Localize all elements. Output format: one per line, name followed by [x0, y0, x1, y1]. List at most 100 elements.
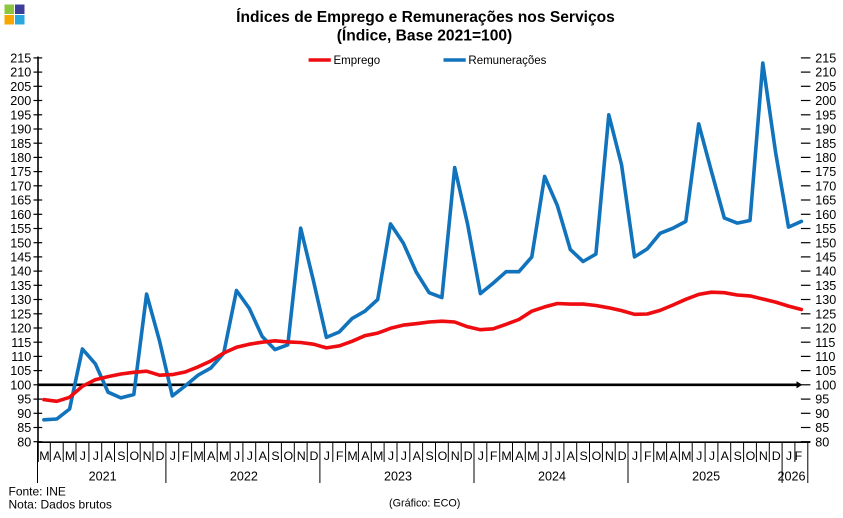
svg-text:100: 100	[10, 378, 31, 392]
svg-text:O: O	[129, 449, 139, 463]
svg-text:140: 140	[10, 265, 31, 279]
svg-text:M: M	[39, 449, 49, 463]
svg-text:Fonte: INE: Fonte: INE	[9, 485, 66, 499]
svg-text:N: N	[605, 449, 614, 463]
svg-text:145: 145	[815, 251, 836, 265]
svg-text:130: 130	[10, 293, 31, 307]
svg-text:O: O	[283, 449, 293, 463]
svg-text:165: 165	[815, 194, 836, 208]
svg-text:115: 115	[815, 336, 835, 350]
svg-text:2025: 2025	[692, 469, 720, 483]
svg-text:O: O	[746, 449, 756, 463]
svg-text:D: D	[310, 449, 319, 463]
svg-text:J: J	[786, 449, 792, 463]
svg-text:85: 85	[815, 421, 829, 435]
svg-text:2026: 2026	[777, 469, 805, 483]
svg-text:90: 90	[815, 407, 829, 421]
svg-text:N: N	[451, 449, 460, 463]
svg-text:85: 85	[17, 421, 31, 435]
svg-text:A: A	[104, 449, 113, 463]
svg-text:J: J	[632, 449, 638, 463]
svg-text:M: M	[193, 449, 203, 463]
svg-text:J: J	[234, 449, 240, 463]
svg-text:175: 175	[815, 165, 836, 179]
svg-text:Emprego: Emprego	[334, 55, 381, 67]
svg-text:120: 120	[10, 322, 31, 336]
svg-text:125: 125	[10, 307, 31, 321]
svg-text:N: N	[759, 449, 768, 463]
svg-text:105: 105	[10, 364, 31, 378]
svg-text:J: J	[80, 449, 86, 463]
svg-text:D: D	[156, 449, 165, 463]
svg-text:90: 90	[17, 407, 31, 421]
svg-text:Nota: Dados brutos: Nota: Dados brutos	[9, 497, 112, 511]
svg-text:2021: 2021	[89, 469, 117, 483]
svg-text:205: 205	[815, 80, 836, 94]
svg-text:M: M	[527, 449, 537, 463]
svg-text:N: N	[143, 449, 152, 463]
svg-text:2022: 2022	[230, 469, 258, 483]
svg-text:M: M	[65, 449, 75, 463]
svg-text:A: A	[515, 449, 524, 463]
svg-text:F: F	[336, 449, 344, 463]
svg-text:A: A	[207, 449, 216, 463]
svg-text:A: A	[669, 449, 678, 463]
svg-text:210: 210	[815, 66, 836, 80]
svg-text:F: F	[182, 449, 190, 463]
svg-text:185: 185	[10, 137, 31, 151]
svg-text:130: 130	[815, 293, 836, 307]
svg-text:J: J	[170, 449, 176, 463]
svg-text:F: F	[795, 449, 803, 463]
svg-text:200: 200	[815, 94, 836, 108]
svg-text:M: M	[373, 449, 383, 463]
svg-text:175: 175	[10, 165, 31, 179]
svg-text:J: J	[324, 449, 330, 463]
svg-text:195: 195	[815, 108, 836, 122]
svg-text:105: 105	[815, 364, 836, 378]
svg-text:170: 170	[10, 179, 31, 193]
svg-text:160: 160	[815, 208, 836, 222]
svg-text:J: J	[478, 449, 484, 463]
svg-text:125: 125	[815, 307, 836, 321]
svg-text:115: 115	[11, 336, 31, 350]
svg-text:S: S	[425, 449, 433, 463]
svg-text:F: F	[644, 449, 652, 463]
svg-text:M: M	[681, 449, 691, 463]
svg-text:2023: 2023	[384, 469, 412, 483]
svg-text:S: S	[734, 449, 742, 463]
svg-text:M: M	[501, 449, 511, 463]
svg-text:190: 190	[10, 123, 31, 137]
svg-text:80: 80	[815, 435, 829, 449]
svg-text:J: J	[696, 449, 702, 463]
svg-text:N: N	[297, 449, 306, 463]
svg-text:135: 135	[10, 279, 31, 293]
svg-text:A: A	[721, 449, 730, 463]
svg-text:145: 145	[10, 251, 31, 265]
svg-text:135: 135	[815, 279, 836, 293]
svg-text:(Índice, Base 2021=100): (Índice, Base 2021=100)	[337, 26, 513, 45]
svg-text:120: 120	[815, 322, 836, 336]
svg-text:100: 100	[815, 378, 836, 392]
svg-text:185: 185	[815, 137, 836, 151]
svg-text:Índices de Emprego e Remuneraç: Índices de Emprego e Remunerações nos Se…	[236, 7, 615, 26]
svg-text:M: M	[655, 449, 665, 463]
svg-text:200: 200	[10, 94, 31, 108]
svg-text:140: 140	[815, 265, 836, 279]
svg-text:110: 110	[815, 350, 835, 364]
svg-text:155: 155	[10, 222, 31, 236]
svg-text:M: M	[219, 449, 229, 463]
svg-text:Remunerações: Remunerações	[468, 55, 546, 67]
svg-text:180: 180	[10, 151, 31, 165]
svg-text:165: 165	[10, 194, 31, 208]
svg-text:J: J	[709, 449, 715, 463]
svg-text:J: J	[388, 449, 394, 463]
svg-text:210: 210	[10, 66, 31, 80]
svg-text:D: D	[464, 449, 473, 463]
svg-text:M: M	[347, 449, 357, 463]
svg-text:155: 155	[815, 222, 836, 236]
svg-text:180: 180	[815, 151, 836, 165]
svg-text:J: J	[555, 449, 561, 463]
svg-text:80: 80	[17, 435, 31, 449]
svg-text:95: 95	[17, 393, 31, 407]
svg-text:170: 170	[815, 179, 836, 193]
